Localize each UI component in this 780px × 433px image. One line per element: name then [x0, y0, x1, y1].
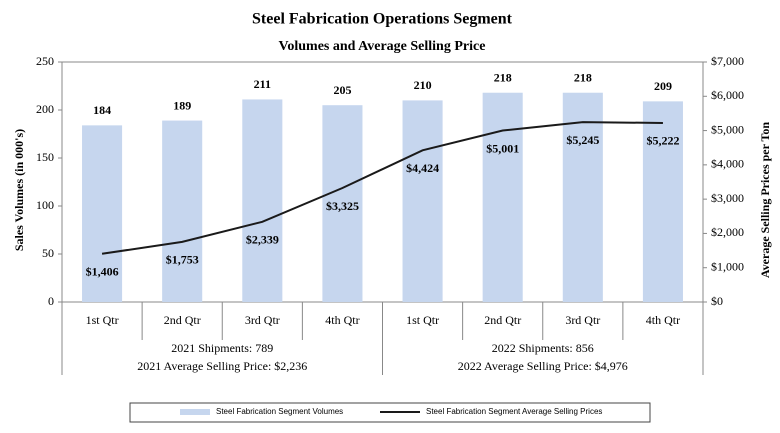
group-shipments: 2022 Shipments: 856: [492, 341, 594, 355]
line-value-label: $4,424: [406, 161, 439, 175]
legend-label: Steel Fabrication Segment Volumes: [216, 407, 343, 416]
line: [101, 121, 663, 255]
line-value-label: $2,339: [246, 233, 279, 247]
y2-axis-label: Average Selling Prices per Ton: [758, 122, 772, 279]
x-tick-label: 1st Qtr: [86, 313, 119, 327]
plot-frame: [61, 61, 704, 303]
y2-tick-label: $7,000: [711, 54, 744, 68]
bar-value-label: 211: [254, 77, 271, 91]
y2-tick-label: $3,000: [711, 191, 744, 205]
x-tick-label: 4th Qtr: [646, 313, 680, 327]
x-tick-label: 3rd Qtr: [565, 313, 600, 327]
bar-value-label: 205: [333, 83, 351, 97]
line-value-label: $5,222: [646, 134, 679, 148]
bar-value-label: 210: [414, 78, 432, 92]
bar-value-label: 189: [173, 98, 191, 112]
x-tick-label: 3rd Qtr: [245, 313, 280, 327]
y-tick-label: 50: [42, 246, 54, 260]
line-value-label: $5,001: [486, 141, 519, 155]
bar-value-label: 218: [574, 70, 592, 84]
y-tick-label: 0: [48, 294, 54, 308]
y-axis-label: Sales Volumes (in 000's): [12, 129, 26, 251]
bar-value-label: 209: [654, 79, 672, 93]
legend-label: Steel Fabrication Segment Average Sellin…: [426, 407, 602, 416]
chart-title: Steel Fabrication Operations Segment: [252, 11, 513, 28]
y2-tick-label: $1,000: [711, 259, 744, 273]
legend-frame: [129, 402, 651, 423]
group-price: 2022 Average Selling Price: $4,976: [458, 359, 628, 373]
bar: [82, 125, 123, 302]
x-tick-label: 1st Qtr: [406, 313, 439, 327]
y2-tick-label: $0: [711, 294, 723, 308]
line-value-label: $1,406: [86, 265, 119, 279]
chart-subtitle: Volumes and Average Selling Price: [279, 39, 486, 54]
y2-tick-label: $6,000: [711, 88, 744, 102]
y-tick-label: 100: [36, 198, 54, 212]
line-value-label: $1,753: [166, 253, 199, 267]
y2-tick-label: $4,000: [711, 157, 744, 171]
bar: [562, 92, 603, 302]
bar: [322, 105, 363, 302]
y-tick-label: 200: [36, 102, 54, 116]
bar: [162, 120, 203, 302]
bar-value-label: 184: [93, 103, 111, 117]
bar-value-label: 218: [494, 70, 512, 84]
x-tick-label: 2nd Qtr: [484, 313, 521, 327]
y-tick-label: 150: [36, 150, 54, 164]
y2-tick-label: $2,000: [711, 225, 744, 239]
bar: [402, 100, 443, 303]
line-value-label: $3,325: [326, 199, 359, 213]
group-shipments: 2021 Shipments: 789: [171, 341, 273, 355]
bar: [242, 99, 283, 302]
bar: [482, 92, 523, 302]
group-price: 2021 Average Selling Price: $2,236: [137, 359, 307, 373]
y2-tick-label: $5,000: [711, 122, 744, 136]
x-tick-label: 4th Qtr: [325, 313, 359, 327]
x-tick-label: 2nd Qtr: [164, 313, 201, 327]
line-value-label: $5,245: [566, 133, 599, 147]
bar: [642, 101, 683, 302]
y-tick-label: 250: [36, 54, 54, 68]
legend-swatch: [180, 409, 210, 415]
